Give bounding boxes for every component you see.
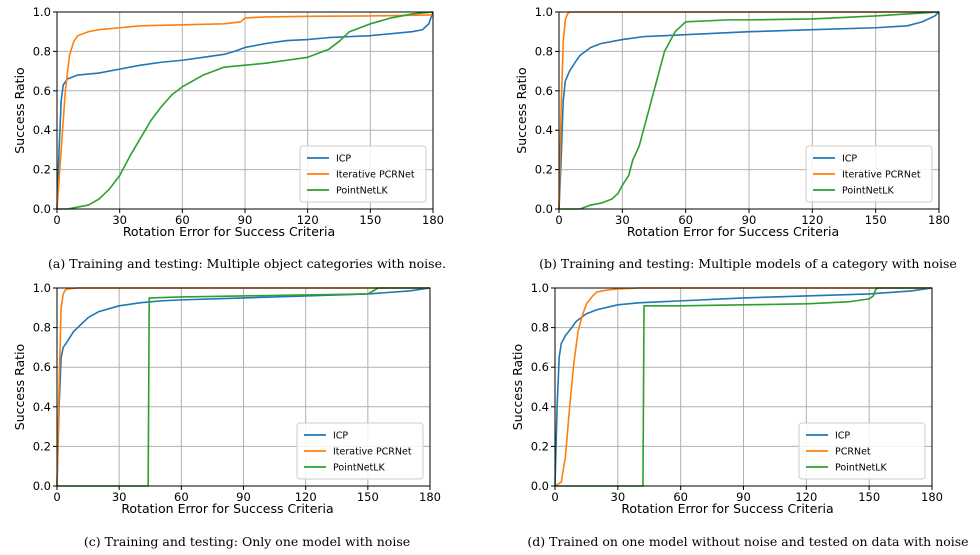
y-tick-label: 0.2 xyxy=(535,163,553,177)
x-tick-label: 120 xyxy=(295,490,317,504)
y-tick-label: 0.6 xyxy=(535,84,553,98)
x-tick-label: 180 xyxy=(928,213,950,227)
y-tick-label: 0.2 xyxy=(33,439,51,453)
legend-label: Iterative PCRNet xyxy=(842,170,921,181)
caption-a: (a) Training and testing: Multiple objec… xyxy=(48,256,446,271)
caption-d: (d) Trained on one model without noise a… xyxy=(527,534,968,549)
x-tick-label: 90 xyxy=(236,490,251,504)
y-tick-label: 0.8 xyxy=(33,44,51,58)
y-tick-label: 1.0 xyxy=(531,281,549,295)
x-tick-label: 150 xyxy=(865,213,887,227)
x-tick-label: 60 xyxy=(673,490,688,504)
series-line-icp xyxy=(56,287,431,487)
legend-box xyxy=(299,145,427,203)
caption-c: (c) Training and testing: Only one model… xyxy=(84,534,410,549)
series-line-pointnetlk xyxy=(57,287,430,487)
chart-panel-d: 0 30 60 90 120 150 180 0.0 0.2 0.4 0.6 0.8 1.0 Rotati… xyxy=(510,281,969,549)
series-line-iterative-pcrnet xyxy=(56,14,434,210)
y-tick-label: 1.0 xyxy=(535,5,553,19)
y-tick-label: 0.6 xyxy=(531,360,549,374)
x-tick-label: 180 xyxy=(921,490,943,504)
series-line-pointnetlk xyxy=(555,287,932,487)
legend-label: PointNetLK xyxy=(835,463,888,474)
legend-label: Iterative PCRNet xyxy=(333,447,412,458)
x-tick-label: 150 xyxy=(858,490,880,504)
legend-label: ICP xyxy=(336,154,351,165)
chart-panel-a: 0 30 60 90 120 150 180 0.0 0.2 0.4 0.6 0.8 1.0 Rotati… xyxy=(12,5,446,271)
caption-b: (b) Training and testing: Multiple model… xyxy=(539,256,957,271)
x-tick-label: 30 xyxy=(615,213,630,227)
series-line-pointnetlk xyxy=(559,11,940,210)
legend-label: ICP xyxy=(842,154,857,165)
legend-label: PointNetLK xyxy=(842,186,895,197)
x-tick-label: 0 xyxy=(53,490,60,504)
x-tick-label: 90 xyxy=(736,490,751,504)
y-tick-label: 0.4 xyxy=(33,123,51,137)
x-tick-label: 30 xyxy=(611,490,626,504)
y-tick-label: 1.0 xyxy=(33,281,51,295)
x-tick-label: 120 xyxy=(801,213,823,227)
y-tick-label: 0.0 xyxy=(33,479,51,493)
legend-label: PointNetLK xyxy=(333,463,386,474)
legend: ICP Iterative PCRNet PointNetLK xyxy=(296,422,424,480)
legend-label: PCRNet xyxy=(835,447,871,458)
legend-label: ICP xyxy=(835,431,850,442)
legend: ICP Iterative PCRNet PointNetLK xyxy=(299,145,427,203)
series-line-icp xyxy=(558,11,940,210)
x-tick-label: 0 xyxy=(551,490,558,504)
series-line-pointnetlk xyxy=(57,11,434,210)
y-axis-label: Success Ratio xyxy=(514,67,529,153)
legend: ICP Iterative PCRNet PointNetLK xyxy=(805,145,933,203)
x-tick-label: 120 xyxy=(795,490,817,504)
x-tick-label: 60 xyxy=(678,213,693,227)
x-tick-label: 0 xyxy=(555,213,562,227)
x-tick-label: 30 xyxy=(112,490,127,504)
legend-box xyxy=(798,422,926,480)
series-line-icp xyxy=(56,11,434,210)
chart-panel-c: 0 30 60 90 120 150 180 0.0 0.2 0.4 0.6 0.8 1.0 Rotati… xyxy=(12,281,441,549)
legend-box xyxy=(296,422,424,480)
y-axis-label: Success Ratio xyxy=(12,344,27,430)
x-axis-label: Rotation Error for Success Criteria xyxy=(627,224,839,239)
x-axis-label: Rotation Error for Success Criteria xyxy=(621,501,833,516)
y-tick-label: 0.0 xyxy=(33,202,51,216)
y-tick-label: 0.8 xyxy=(535,44,553,58)
y-axis-label: Success Ratio xyxy=(12,67,27,153)
y-tick-label: 0.6 xyxy=(33,84,51,98)
x-tick-label: 90 xyxy=(742,213,757,227)
legend-label: PointNetLK xyxy=(336,186,389,197)
x-tick-label: 60 xyxy=(174,490,189,504)
legend-box xyxy=(805,145,933,203)
x-tick-label: 150 xyxy=(357,490,379,504)
x-tick-label: 150 xyxy=(359,213,381,227)
x-tick-label: 180 xyxy=(422,213,444,227)
y-tick-label: 0.8 xyxy=(531,321,549,335)
legend-label: Iterative PCRNet xyxy=(336,170,415,181)
legend: ICP PCRNet PointNetLK xyxy=(798,422,926,480)
y-tick-label: 0.8 xyxy=(33,321,51,335)
y-tick-label: 0.4 xyxy=(33,400,51,414)
y-tick-label: 0.6 xyxy=(33,360,51,374)
y-tick-label: 0.2 xyxy=(531,439,549,453)
y-tick-label: 0.0 xyxy=(535,202,553,216)
x-axis-label: Rotation Error for Success Criteria xyxy=(121,501,333,516)
y-axis-label: Success Ratio xyxy=(510,344,525,430)
x-tick-label: 60 xyxy=(175,213,190,227)
x-tick-label: 30 xyxy=(112,213,127,227)
y-tick-label: 0.4 xyxy=(531,400,549,414)
x-tick-label: 0 xyxy=(53,213,60,227)
y-tick-label: 0.4 xyxy=(535,123,553,137)
y-tick-label: 0.0 xyxy=(531,479,549,493)
x-tick-label: 90 xyxy=(238,213,253,227)
x-axis-label: Rotation Error for Success Criteria xyxy=(123,224,335,239)
legend-label: ICP xyxy=(333,431,348,442)
y-tick-label: 1.0 xyxy=(33,5,51,19)
x-tick-label: 120 xyxy=(297,213,319,227)
chart-panel-b: 0 30 60 90 120 150 180 0.0 0.2 0.4 0.6 0.8 1.0 Rotati… xyxy=(514,5,957,271)
y-tick-label: 0.2 xyxy=(33,163,51,177)
series-line-icp xyxy=(554,287,933,487)
x-tick-label: 180 xyxy=(419,490,441,504)
